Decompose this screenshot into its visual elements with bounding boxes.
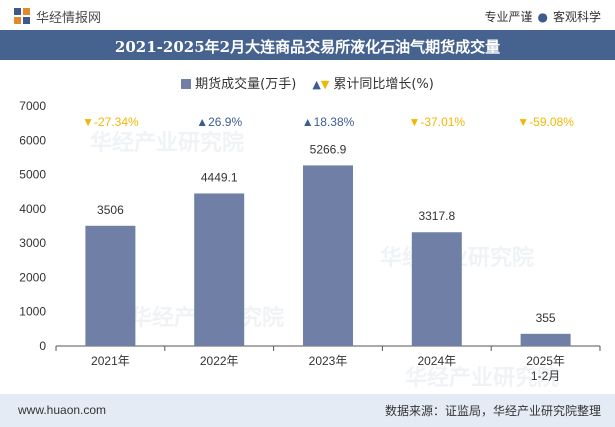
y-tick-label: 7000 <box>19 99 46 113</box>
slogan-right: 客观科学 <box>552 10 601 24</box>
legend-item-volume: 期货成交量(万手) <box>181 73 296 92</box>
footer-bar: www.huaon.com 数据来源：证监局，华经产业研究院整理 <box>0 394 615 427</box>
down-triangle-icon: ▼ <box>517 115 529 129</box>
slogan-dot-icon: ● <box>537 10 548 24</box>
bar-value-label: 3506 <box>97 203 124 217</box>
bar <box>520 333 571 346</box>
footer-source: 数据来源：证监局，华经产业研究院整理 <box>384 404 601 418</box>
growth-label: ▼-59.08% <box>517 115 574 129</box>
bar-value-label: 4449.1 <box>201 170 238 184</box>
y-tick-label: 4000 <box>19 202 46 216</box>
growth-value: -37.01% <box>420 115 465 129</box>
y-tick-label: 5000 <box>19 168 46 182</box>
growth-value: 18.38% <box>314 115 355 129</box>
y-tick-label: 3000 <box>19 236 46 250</box>
watermark-4: 华经产业研究院 <box>405 366 560 391</box>
bar <box>411 232 462 346</box>
growth-label: ▲26.9% <box>196 115 242 129</box>
x-tick-label: 2024年 <box>417 354 456 368</box>
x-tick-label: 1-2月 <box>531 369 560 383</box>
bar <box>85 225 136 346</box>
brand-name: 华经情报网 <box>36 11 102 26</box>
up-triangle-icon: ▲ <box>302 115 314 129</box>
x-tick-label: 2025年 <box>526 354 565 368</box>
watermark-1: 华经产业研究院 <box>90 131 245 156</box>
legend-swatch-icon <box>181 79 192 89</box>
bar-chart: 0100020003000400050006000700035062021年▼-… <box>19 99 601 383</box>
y-tick-label: 6000 <box>19 133 46 147</box>
down-triangle-icon: ▼ <box>82 115 94 129</box>
growth-value: -59.08% <box>529 115 574 129</box>
slogan-left: 专业严谨 <box>484 10 533 24</box>
bar <box>303 165 353 346</box>
growth-label: ▼-37.01% <box>409 115 466 129</box>
bar-value-label: 3317.8 <box>418 209 455 223</box>
legend-label-volume: 期货成交量(万手) <box>195 77 297 92</box>
footer-site: www.huaon.com <box>18 403 107 417</box>
x-tick-label: 2022年 <box>200 354 239 368</box>
bar <box>194 193 245 346</box>
down-triangle-icon: ▼ <box>409 115 421 129</box>
growth-value: -27.34% <box>94 115 139 129</box>
chart-title: 2021-2025年2月大连商品交易所液化石油气期货成交量 <box>114 38 501 56</box>
legend-item-growth: ▲▼ 累计同比增长(%) <box>312 73 433 92</box>
growth-value: 26.9% <box>208 115 242 129</box>
y-tick-label: 2000 <box>19 270 46 284</box>
y-tick-label: 1000 <box>19 305 46 319</box>
up-triangle-icon: ▲ <box>196 115 208 129</box>
growth-label: ▼-27.34% <box>82 115 139 129</box>
y-tick-label: 0 <box>39 339 46 353</box>
top-bar: 华经情报网 专业严谨 ● 客观科学 <box>0 0 615 30</box>
brand-logo-icon <box>14 8 30 24</box>
bar-value-label: 5266.9 <box>310 142 347 156</box>
chart-legend: 期货成交量(万手) ▲▼ 累计同比增长(%) <box>0 73 615 92</box>
slogan: 专业严谨 ● 客观科学 <box>484 8 601 25</box>
growth-label: ▲18.38% <box>302 115 355 129</box>
title-bar: 2021-2025年2月大连商品交易所液化石油气期货成交量 <box>0 30 615 60</box>
x-tick-label: 2023年 <box>309 354 348 368</box>
x-tick-label: 2021年 <box>91 354 130 368</box>
legend-triangle-icon: ▲▼ <box>312 78 330 91</box>
legend-label-growth: 累计同比增长(%) <box>333 77 434 92</box>
bar-value-label: 355 <box>536 311 556 325</box>
